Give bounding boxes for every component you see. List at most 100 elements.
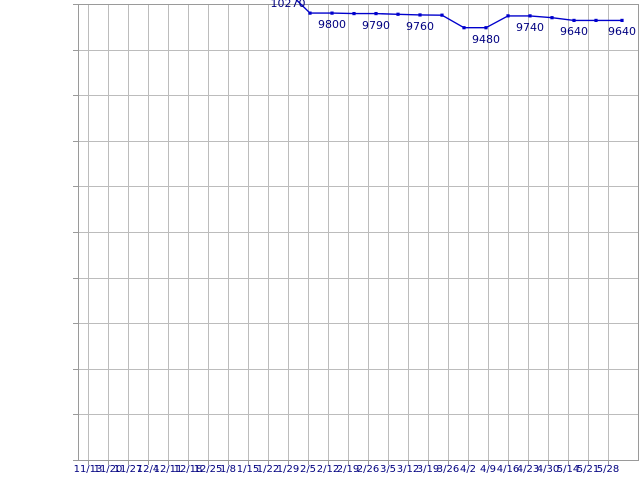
x-tick-label: 4/9 [479, 464, 497, 475]
data-point-label: 9760 [406, 19, 434, 33]
x-tick-mark [148, 461, 149, 465]
x-tick-mark [348, 461, 349, 465]
x-tick-mark [108, 461, 109, 465]
gridline-horizontal [78, 368, 638, 370]
x-tick-label: 5/28 [596, 464, 620, 475]
y-tick-mark [73, 4, 78, 5]
data-point-label: 9480 [472, 32, 500, 46]
x-tick-mark [248, 461, 249, 465]
x-tick-mark [608, 461, 609, 465]
x-tick-mark [448, 461, 449, 465]
x-tick-label: 5/21 [576, 464, 600, 475]
x-tick-mark [468, 461, 469, 465]
y-tick-mark [73, 95, 78, 97]
y-tick-mark [73, 368, 78, 370]
x-tick-label: 2/12 [316, 464, 340, 475]
data-point-marker [330, 11, 334, 15]
x-tick-label: 1/15 [236, 464, 260, 475]
series-markers [308, 11, 624, 30]
x-tick-label: 1/22 [256, 464, 280, 475]
x-tick-mark [328, 461, 329, 465]
x-tick-mark [308, 461, 309, 465]
gridline-horizontal [78, 95, 638, 97]
x-tick-label: 4/23 [516, 464, 540, 475]
x-tick-label: 3/5 [379, 464, 397, 475]
x-tick-mark [128, 461, 129, 465]
x-tick-mark [508, 461, 509, 465]
gridline-horizontal [78, 277, 638, 279]
gridline-horizontal [78, 323, 638, 325]
x-tick-label: 3/19 [416, 464, 440, 475]
y-tick-mark [73, 49, 78, 51]
y-tick-mark [73, 232, 78, 233]
x-tick-label: 12/11 [153, 464, 183, 475]
x-tick-mark [428, 461, 429, 465]
x-tick-mark [268, 461, 269, 465]
x-tick-mark [388, 461, 389, 465]
data-point-marker [506, 14, 510, 18]
x-tick-label: 4/16 [496, 464, 520, 475]
data-point-marker [572, 18, 576, 23]
data-point-marker [550, 16, 554, 20]
x-tick-label: 2/19 [336, 464, 360, 475]
x-tick-mark [228, 461, 229, 465]
x-tick-label: 2/5 [299, 464, 317, 475]
gridline-horizontal [78, 414, 638, 416]
x-tick-mark [488, 461, 489, 465]
x-tick-label: 1/29 [276, 464, 300, 475]
data-point-label: 9790 [362, 18, 390, 32]
x-tick-label: 12/18 [173, 464, 203, 475]
x-tick-mark [588, 461, 589, 465]
data-point-marker [308, 11, 312, 15]
x-tick-label: 1/8 [219, 464, 237, 475]
y-tick-mark [73, 414, 78, 416]
gridline-horizontal [78, 232, 638, 233]
x-tick-label: 4/30 [536, 464, 560, 475]
x-tick-label: 11/20 [93, 464, 123, 475]
x-tick-label: 5/14 [556, 464, 580, 475]
data-point-marker [484, 26, 488, 30]
x-tick-label: 11/13 [73, 464, 103, 475]
x-tick-mark [548, 461, 549, 465]
x-tick-mark [208, 461, 209, 465]
data-point-label: 9800 [318, 18, 346, 32]
y-tick-mark [73, 460, 78, 461]
x-tick-label: 12/4 [136, 464, 160, 475]
x-tick-label: 12/25 [193, 464, 223, 475]
axis-right [638, 4, 639, 461]
y-tick-mark [73, 277, 78, 279]
data-point-marker [352, 11, 356, 16]
data-point-label: 9640 [560, 25, 588, 39]
y-tick-mark [73, 323, 78, 325]
x-tick-mark [408, 461, 409, 465]
x-tick-mark [88, 461, 89, 465]
x-tick-mark [188, 461, 189, 465]
y-axis-line [78, 4, 79, 461]
x-tick-label: 2/26 [356, 464, 380, 475]
data-point-marker [418, 13, 422, 17]
axis-top [78, 4, 639, 5]
x-tick-mark [528, 461, 529, 465]
y-tick-mark [73, 140, 78, 142]
gridline-horizontal [78, 186, 638, 188]
gridline-horizontal [78, 140, 638, 142]
x-tick-mark [568, 461, 569, 465]
data-point-label: 9740 [516, 20, 544, 34]
data-point-marker [440, 13, 444, 17]
plot-area [78, 4, 638, 460]
x-tick-mark [168, 461, 169, 465]
data-point-marker [396, 12, 400, 16]
data-point-marker [374, 11, 378, 16]
x-tick-label: 3/26 [436, 464, 460, 475]
data-point-label: 10270 [270, 0, 306, 10]
x-tick-label: 3/12 [396, 464, 420, 475]
data-point-marker [462, 26, 466, 30]
x-tick-label: 11/27 [113, 464, 143, 475]
gridline-horizontal [78, 49, 638, 51]
y-tick-mark [73, 186, 78, 188]
